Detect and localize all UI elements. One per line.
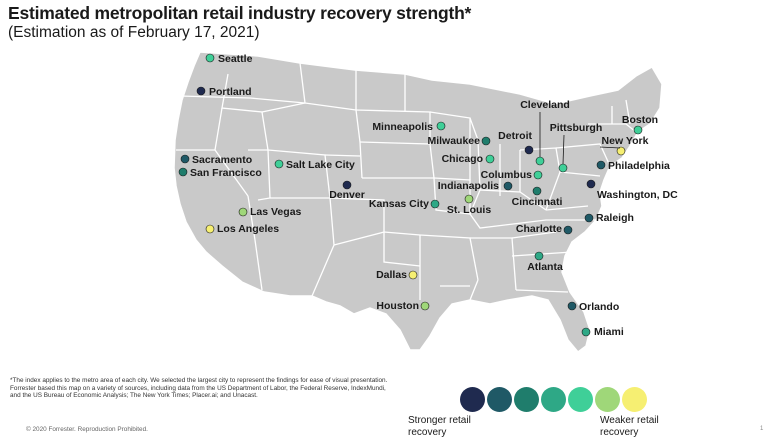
city-label-minneapolis: Minneapolis: [372, 121, 433, 133]
callout-lines: [539, 112, 621, 165]
legend-swatch-1: [460, 387, 485, 412]
city-marker-cleveland: [535, 156, 545, 166]
city-label-charlotte: Charlotte: [516, 223, 562, 235]
city-marker-columbus: [533, 170, 543, 180]
city-marker-orlando: [567, 301, 577, 311]
city-marker-denver: [342, 180, 352, 190]
city-marker-boston: [633, 125, 643, 135]
legend-swatch-7: [622, 387, 647, 412]
city-marker-seattle: [205, 53, 215, 63]
legend-swatch-5: [568, 387, 593, 412]
city-label-cleveland: Cleveland: [520, 99, 570, 111]
city-label-sacramento: Sacramento: [192, 154, 252, 166]
page-subtitle: (Estimation as of February 17, 2021): [8, 24, 260, 41]
city-marker-sacramento: [180, 154, 190, 164]
city-label-atlanta: Atlanta: [527, 261, 563, 273]
city-marker-charlotte: [563, 225, 573, 235]
city-marker-los-angeles: [205, 224, 215, 234]
city-marker-portland: [196, 86, 206, 96]
city-marker-houston: [420, 301, 430, 311]
city-marker-washington-dc: [586, 179, 596, 189]
city-marker-indianapolis: [503, 181, 513, 191]
city-marker-pittsburgh: [558, 163, 568, 173]
page-title: Estimated metropolitan retail industry r…: [8, 3, 472, 23]
city-label-philadelphia: Philadelphia: [608, 160, 670, 172]
city-label-raleigh: Raleigh: [596, 212, 634, 224]
city-marker-atlanta: [534, 251, 544, 261]
city-marker-dallas: [408, 270, 418, 280]
city-label-denver: Denver: [329, 189, 365, 201]
city-label-orlando: Orlando: [579, 301, 619, 313]
city-marker-milwaukee: [481, 136, 491, 146]
legend-weaker-label: Weaker retail recovery: [600, 415, 659, 438]
city-marker-las-vegas: [238, 207, 248, 217]
page-number: 1: [760, 426, 764, 432]
city-label-columbus: Columbus: [481, 169, 532, 181]
state-borders: [176, 62, 637, 301]
city-label-cincinnati: Cincinnati: [512, 196, 563, 208]
city-marker-minneapolis: [436, 121, 446, 131]
city-label-st-louis: St. Louis: [447, 204, 491, 216]
legend-stronger-label: Stronger retail recovery: [408, 415, 471, 438]
city-label-pittsburgh: Pittsburgh: [550, 122, 603, 134]
city-marker-cincinnati: [532, 186, 542, 196]
city-marker-chicago: [485, 154, 495, 164]
footnote: *The index applies to the metro area of …: [10, 377, 395, 400]
city-marker-raleigh: [584, 213, 594, 223]
city-label-detroit: Detroit: [498, 130, 532, 142]
city-marker-san-francisco: [178, 167, 188, 177]
city-label-dallas: Dallas: [376, 269, 407, 281]
city-label-san-francisco: San Francisco: [190, 167, 262, 179]
city-label-salt-lake-city: Salt Lake City: [286, 159, 355, 171]
city-label-los-angeles: Los Angeles: [217, 223, 279, 235]
city-label-las-vegas: Las Vegas: [250, 206, 302, 218]
copyright: © 2020 Forrester. Reproduction Prohibite…: [26, 426, 148, 433]
city-marker-detroit: [524, 145, 534, 155]
legend-swatch-3: [514, 387, 539, 412]
city-label-kansas-city: Kansas City: [369, 198, 429, 210]
city-label-miami: Miami: [594, 326, 624, 338]
city-label-houston: Houston: [376, 300, 419, 312]
city-marker-kansas-city: [430, 199, 440, 209]
footnote-sources: Forrester based this map on a variety of…: [10, 384, 386, 400]
city-label-boston: Boston: [622, 114, 658, 126]
city-label-indianapolis: Indianapolis: [438, 180, 499, 192]
city-label-new-york: New York: [602, 135, 649, 147]
city-marker-salt-lake-city: [274, 159, 284, 169]
city-label-chicago: Chicago: [442, 153, 483, 165]
legend-swatch-2: [487, 387, 512, 412]
recovery-legend: [460, 387, 647, 412]
city-marker-new-york: [616, 146, 626, 156]
city-label-milwaukee: Milwaukee: [427, 135, 480, 147]
legend-swatch-6: [595, 387, 620, 412]
footnote-index: *The index applies to the metro area of …: [10, 377, 388, 384]
legend-swatch-4: [541, 387, 566, 412]
city-markers: [178, 53, 643, 337]
city-marker-miami: [581, 327, 591, 337]
city-label-washington-dc: Washington, DC: [597, 189, 678, 201]
city-label-portland: Portland: [209, 86, 252, 98]
city-label-seattle: Seattle: [218, 53, 253, 65]
city-marker-st-louis: [464, 194, 474, 204]
city-marker-philadelphia: [596, 160, 606, 170]
